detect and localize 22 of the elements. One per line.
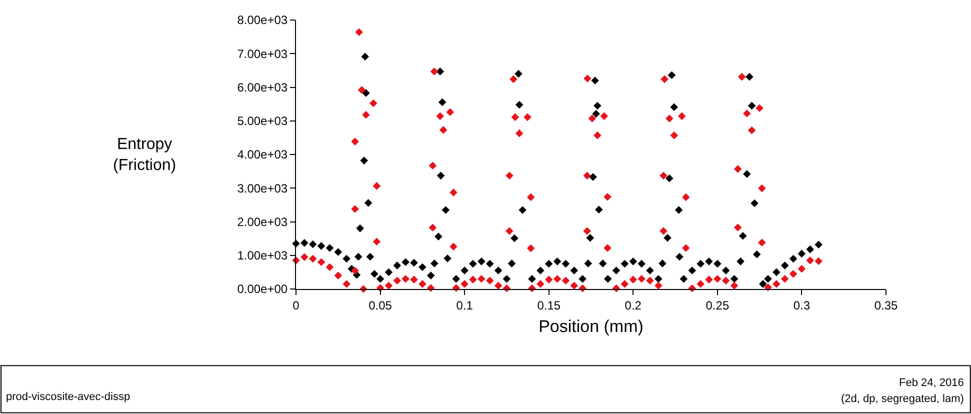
y-tick-label: 1.00e+03 xyxy=(237,248,288,263)
y-tick-label: 4.00e+03 xyxy=(237,148,288,162)
x-tick-label: 0 xyxy=(292,298,300,312)
y-tick-label: 6.00e+03 xyxy=(237,80,288,94)
x-tick-label: 0.25 xyxy=(706,298,730,312)
x-tick-label: 0.35 xyxy=(874,298,898,312)
x-tick-label: 0.1 xyxy=(456,298,474,312)
y-tick-label: 3.00e+03 xyxy=(237,181,288,196)
y-tick-label: 5.00e+03 xyxy=(237,114,288,128)
y-tick-label: 8.00e+03 xyxy=(237,13,288,28)
text: prod-viscosite-avec-dissp xyxy=(6,391,130,403)
x-tick-label: 0.15 xyxy=(537,298,561,312)
text: (2d, dp, segregated, lam) xyxy=(841,393,964,405)
y-tick-label: 7.00e+03 xyxy=(237,46,288,61)
y-axis-title: Entropy (Friction) xyxy=(113,136,176,174)
text: Feb 24, 2016 xyxy=(899,377,964,389)
x-tick-label: 0.3 xyxy=(793,298,810,312)
y-tick-label: 0.00e+00 xyxy=(237,282,288,296)
x-axis-title: Position (mm) xyxy=(538,316,644,336)
y-tick-label: 2.00e+03 xyxy=(237,214,288,229)
x-tick-label: 0.05 xyxy=(368,298,392,312)
x-tick-label: 0.2 xyxy=(624,298,642,312)
